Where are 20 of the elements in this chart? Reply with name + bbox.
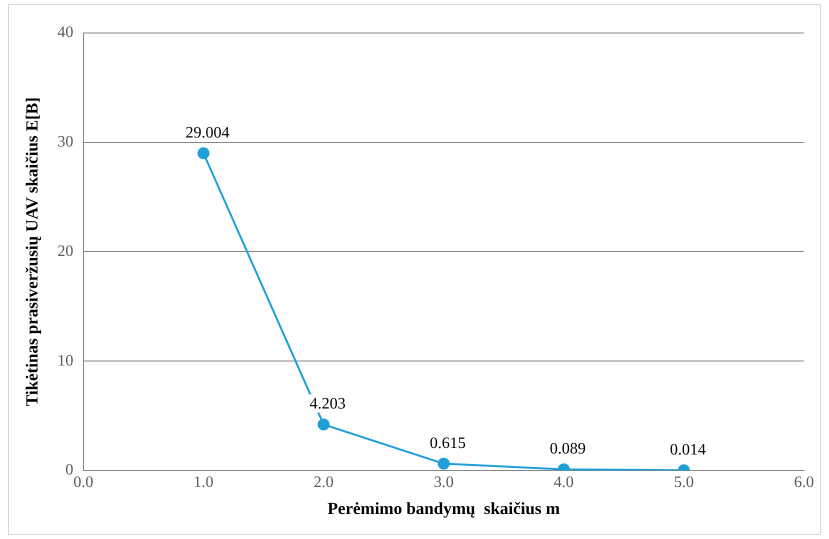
x-tick-label: 2.0 xyxy=(314,474,334,492)
y-tick-label: 40 xyxy=(57,24,74,42)
x-tick-label: 6.0 xyxy=(794,474,814,492)
point xyxy=(198,147,210,160)
x-tick-label: 3.0 xyxy=(434,474,454,492)
x-axis-title: Perėmimo bandymų skaičius m xyxy=(328,499,560,518)
y-tick-label: 30 xyxy=(57,134,74,151)
x-tick-label: 0.0 xyxy=(73,474,94,492)
data-label: 0.615 xyxy=(430,434,466,452)
y-tick-label: 0 xyxy=(65,462,74,479)
y-tick-label: 10 xyxy=(57,352,74,370)
x-tick-label: 4.0 xyxy=(554,474,574,492)
x-tick-label: 1.0 xyxy=(194,474,214,492)
data-label: 29.004 xyxy=(186,124,230,142)
data-label: 0.014 xyxy=(670,441,706,458)
y-tick-label: 20 xyxy=(57,242,74,260)
data-label: 4.203 xyxy=(310,396,346,413)
x-tick-label: 5.0 xyxy=(674,474,694,492)
y-axis-title: Tikėtinas prasiveržusių UAV skaičius E[B] xyxy=(22,97,42,406)
data-label: 0.089 xyxy=(550,440,586,458)
